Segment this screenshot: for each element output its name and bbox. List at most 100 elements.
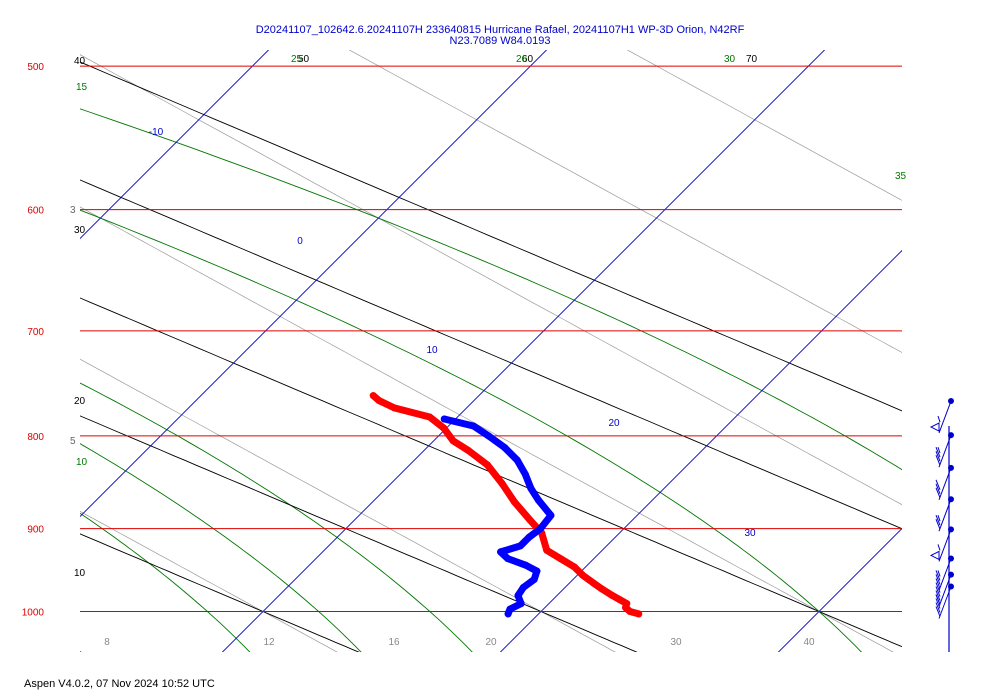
temperature-point bbox=[426, 413, 434, 421]
isobar-label: 1000 bbox=[22, 608, 45, 619]
wind-barb bbox=[929, 400, 952, 434]
isotherm-line bbox=[80, 50, 548, 518]
mixing-ratio-line bbox=[80, 54, 902, 506]
dry-adiabat bbox=[80, 179, 902, 530]
moist-adiabat-label: 15 bbox=[76, 82, 88, 93]
dewpoint-point bbox=[485, 432, 493, 440]
temperature-point bbox=[543, 546, 551, 554]
dry-adiabats bbox=[80, 61, 902, 652]
dewpoint-profile bbox=[440, 415, 555, 618]
dewpoint-point bbox=[504, 555, 512, 563]
dry-adiabat-label: 40 bbox=[74, 56, 86, 67]
isotherm-label: 30 bbox=[744, 528, 756, 539]
temperature-point bbox=[390, 404, 398, 412]
temperature-profile bbox=[369, 392, 643, 618]
dry-adiabat bbox=[80, 651, 82, 652]
moist-adiabat-label: 30 bbox=[724, 54, 736, 65]
isotherm-line bbox=[80, 50, 270, 240]
bottom-temp-label: 8 bbox=[104, 637, 110, 648]
isotherm-line bbox=[0, 17, 23, 657]
isobar-label: 500 bbox=[27, 62, 44, 73]
temperature-point bbox=[616, 596, 624, 604]
isobar-label: 700 bbox=[27, 327, 44, 338]
dry-adiabat bbox=[80, 297, 902, 648]
dewpoint-point bbox=[533, 567, 541, 575]
dewpoint-point bbox=[501, 444, 509, 452]
bottom-temp-label: 12 bbox=[263, 637, 275, 648]
dewpoint-point bbox=[521, 470, 529, 478]
temperature-point bbox=[570, 563, 578, 571]
chart-title: D20241107_102642.6.20241107H 233640815 H… bbox=[255, 24, 745, 36]
dewpoint-point bbox=[537, 525, 544, 533]
temperature-point bbox=[369, 392, 377, 400]
isotherm-label: -10 bbox=[149, 127, 164, 138]
temperature-point bbox=[526, 516, 534, 524]
temperature-point bbox=[498, 480, 506, 488]
temperature-point bbox=[375, 397, 383, 405]
temperature-point bbox=[579, 571, 587, 579]
moist-adiabat-label: 35 bbox=[895, 171, 907, 182]
footer-version: Aspen V4.0.2, 07 Nov 2024 10:52 UTC bbox=[24, 678, 215, 690]
dry-adiabat bbox=[80, 415, 638, 652]
dewpoint-point bbox=[516, 542, 524, 550]
moist-adiabat-label: 10 bbox=[76, 457, 88, 468]
dry-adiabat-label: 30 bbox=[74, 225, 86, 236]
dry-adiabat-label: 50 bbox=[298, 54, 310, 65]
temperature-point bbox=[464, 447, 472, 454]
moist-adiabat-label: 25 bbox=[291, 54, 303, 65]
moist-adiabat bbox=[80, 209, 863, 652]
temperature-point bbox=[590, 580, 598, 587]
isotherms bbox=[0, 17, 902, 657]
dewpoint-point bbox=[522, 561, 530, 569]
dewpoint-point bbox=[525, 533, 533, 541]
temperature-point bbox=[623, 600, 631, 608]
mixing-ratio-line bbox=[626, 50, 902, 201]
moist-adiabat bbox=[80, 512, 251, 652]
wind-barb bbox=[935, 434, 952, 468]
bottom-temp-label: 20 bbox=[485, 637, 497, 648]
isotherm-line bbox=[777, 527, 902, 652]
isobar-label: 900 bbox=[27, 525, 44, 536]
isobar-label: 600 bbox=[27, 206, 44, 217]
dewpoint-point bbox=[514, 592, 522, 600]
wind-barbs bbox=[929, 398, 954, 652]
dry-adiabat-label: 10 bbox=[74, 568, 86, 579]
mixing-ratio-line bbox=[80, 358, 616, 652]
dewpoint-point bbox=[519, 584, 527, 591]
temperature-point bbox=[557, 555, 564, 563]
bottom-temp-label: 16 bbox=[388, 637, 400, 648]
mixing-ratio-lines bbox=[80, 50, 902, 652]
dewpoint-point bbox=[530, 575, 538, 583]
isotherm-label: 20 bbox=[608, 418, 620, 429]
isobar-label: 800 bbox=[27, 432, 44, 443]
dewpoint-point bbox=[470, 422, 477, 430]
wind-barb bbox=[935, 558, 952, 591]
temperature-point bbox=[598, 585, 606, 593]
dry-adiabat-label: 60 bbox=[522, 54, 534, 65]
dry-adiabat-label: 20 bbox=[74, 396, 86, 407]
dewpoint-point bbox=[513, 456, 521, 464]
moist-adiabat-label: 26 bbox=[516, 54, 528, 65]
dewpoint-point bbox=[497, 548, 505, 556]
dewpoint-point bbox=[547, 511, 555, 519]
dewpoint-point bbox=[527, 484, 535, 492]
mixing-ratio-label: 5 bbox=[70, 436, 76, 447]
temperature-point bbox=[483, 461, 491, 469]
isotherm-label: 10 bbox=[426, 345, 438, 356]
isotherm-line bbox=[221, 50, 826, 652]
temperature-point bbox=[609, 592, 616, 600]
dewpoint-point bbox=[517, 600, 525, 608]
chart-subtitle: N23.7089 W84.0193 bbox=[449, 35, 551, 47]
isotherm-label: 0 bbox=[297, 236, 303, 247]
moist-adiabat bbox=[80, 443, 362, 652]
moist-adiabat bbox=[80, 108, 902, 471]
dry-adiabat-label: 70 bbox=[746, 54, 758, 65]
sounding-series bbox=[369, 392, 643, 618]
bottom-temp-label: 30 bbox=[670, 637, 682, 648]
mixing-ratio-line bbox=[80, 510, 338, 652]
dewpoint-point bbox=[440, 415, 448, 423]
wind-barb bbox=[935, 467, 952, 501]
mixing-ratio-line bbox=[348, 50, 902, 353]
temperature-point bbox=[635, 610, 643, 618]
